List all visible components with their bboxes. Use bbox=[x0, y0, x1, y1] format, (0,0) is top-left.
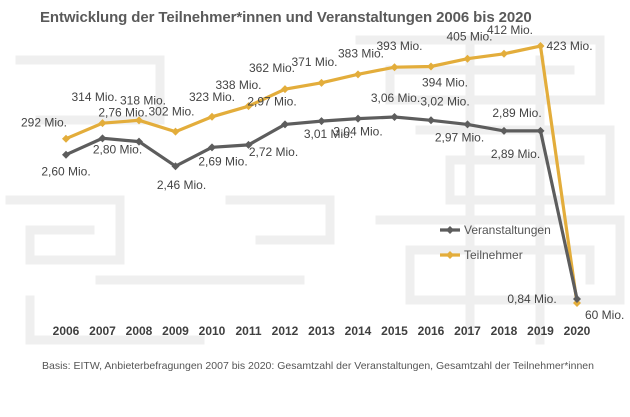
teilnehmer-point bbox=[244, 102, 253, 111]
veranstaltungen-legend-marker bbox=[446, 226, 454, 234]
teilnehmer-data-label: 393 Mio. bbox=[376, 39, 422, 53]
veranstaltungen-data-label: 3,01 Mio. bbox=[304, 127, 353, 141]
teilnehmer-point bbox=[135, 116, 143, 125]
teilnehmer-data-label: 412 Mio. bbox=[487, 23, 533, 37]
teilnehmer-data-label: 302 Mio. bbox=[148, 105, 194, 119]
teilnehmer-point bbox=[427, 62, 435, 71]
veranstaltungen-data-label: 2,60 Mio. bbox=[41, 165, 90, 179]
veranstaltungen-data-label: 3,04 Mio. bbox=[333, 125, 382, 139]
veranstaltungen-line bbox=[65, 115, 579, 300]
teilnehmer-data-label: 383 Mio. bbox=[338, 46, 384, 60]
teilnehmer-data-label: 318 Mio. bbox=[120, 93, 166, 107]
veranstaltungen-data-label: 2,46 Mio. bbox=[157, 178, 206, 192]
veranstaltungen-point bbox=[98, 134, 107, 143]
teilnehmer-legend-marker bbox=[446, 251, 454, 259]
chart-title: Entwicklung der Teilnehmer*innen und Ver… bbox=[40, 9, 532, 26]
teilnehmer-point bbox=[500, 49, 508, 58]
veranstaltungen-point bbox=[244, 140, 253, 149]
teilnehmer-point bbox=[171, 127, 180, 136]
teilnehmer-data-label: 423 Mio. bbox=[547, 39, 593, 53]
x-tick-label: 2020 bbox=[564, 324, 591, 338]
teilnehmer-data-label: 292 Mio. bbox=[21, 116, 67, 130]
veranstaltungen-data-label: 2,80 Mio. bbox=[93, 142, 142, 156]
veranstaltungen-data-label: 2,89 Mio. bbox=[491, 147, 540, 161]
x-tick-label: 2012 bbox=[272, 324, 299, 338]
teilnehmer-point bbox=[62, 134, 70, 143]
x-tick-label: 2017 bbox=[454, 324, 481, 338]
x-tick-label: 2009 bbox=[162, 324, 189, 338]
teilnehmer-data-label: 338 Mio. bbox=[215, 78, 261, 92]
footnote: Basis: EITW, Anbieterbefragungen 2007 bi… bbox=[42, 360, 594, 372]
veranstaltungen-point bbox=[573, 295, 581, 303]
x-tick-label: 2019 bbox=[527, 324, 554, 338]
teilnehmer-data-label: 405 Mio. bbox=[446, 30, 492, 44]
teilnehmer-point bbox=[317, 78, 326, 87]
veranstaltungen-data-label: 2,97 Mio. bbox=[435, 130, 484, 144]
veranstaltungen-data-label: 2,69 Mio. bbox=[198, 154, 247, 168]
teilnehmer-data-label: 371 Mio. bbox=[291, 55, 337, 69]
veranstaltungen-data-label: 3,06 Mio. bbox=[371, 91, 420, 105]
legend: Veranstaltungen Teilnehmer bbox=[440, 223, 551, 262]
x-tick-label: 2010 bbox=[199, 324, 226, 338]
veranstaltungen-point bbox=[536, 126, 545, 135]
veranstaltungen-point bbox=[208, 143, 216, 152]
veranstaltungen-point bbox=[390, 113, 399, 121]
veranstaltungen-data-label: 0,84 Mio. bbox=[507, 292, 556, 306]
x-tick-label: 2015 bbox=[381, 324, 408, 338]
teilnehmer-point bbox=[463, 54, 472, 63]
x-tick-label: 2011 bbox=[235, 324, 261, 338]
veranstaltungen-point bbox=[62, 150, 70, 159]
veranstaltungen-point bbox=[317, 117, 326, 126]
teilnehmer-point bbox=[281, 85, 289, 94]
veranstaltungen-point bbox=[281, 120, 289, 129]
veranstaltungen-data-label: 3,02 Mio. bbox=[420, 94, 469, 108]
veranstaltungen-data-label: 2,72 Mio. bbox=[249, 145, 298, 159]
veranstaltungen-data-label: 2,89 Mio. bbox=[492, 106, 541, 120]
veranstaltungen-data-label: 2,97 Mio. bbox=[247, 94, 296, 108]
x-tick-label: 2014 bbox=[345, 324, 372, 338]
x-tick-label: 2007 bbox=[89, 324, 116, 338]
teilnehmer-data-label: 323 Mio. bbox=[189, 90, 235, 104]
x-tick-label: 2008 bbox=[126, 324, 153, 338]
veranstaltungen-legend-label: Veranstaltungen bbox=[464, 223, 551, 237]
teilnehmer-point bbox=[354, 70, 362, 79]
teilnehmer-data-label: 60 Mio. bbox=[585, 308, 624, 322]
x-tick-label: 2006 bbox=[53, 324, 80, 338]
teilnehmer-data-label: 314 Mio. bbox=[71, 90, 117, 104]
teilnehmer-data-label: 394 Mio. bbox=[422, 76, 468, 90]
teilnehmer-legend-label: Teilnehmer bbox=[464, 248, 523, 262]
x-tick-label: 2018 bbox=[491, 324, 518, 338]
veranstaltungen-point bbox=[135, 137, 143, 146]
teilnehmer-point bbox=[98, 119, 107, 128]
teilnehmer-point bbox=[208, 112, 216, 121]
teilnehmer-point bbox=[390, 63, 399, 72]
veranstaltungen-point bbox=[171, 162, 180, 171]
teilnehmer-data-label: 362 Mio. bbox=[249, 61, 295, 75]
x-tick-label: 2013 bbox=[308, 324, 335, 338]
veranstaltungen-point bbox=[463, 120, 472, 129]
veranstaltungen-point bbox=[427, 116, 435, 125]
veranstaltungen-point bbox=[500, 126, 508, 135]
veranstaltungen-point bbox=[354, 114, 362, 123]
veranstaltungen-data-label: 2,76 Mio. bbox=[98, 106, 147, 120]
x-tick-label: 2016 bbox=[418, 324, 445, 338]
teilnehmer-point bbox=[536, 42, 545, 50]
